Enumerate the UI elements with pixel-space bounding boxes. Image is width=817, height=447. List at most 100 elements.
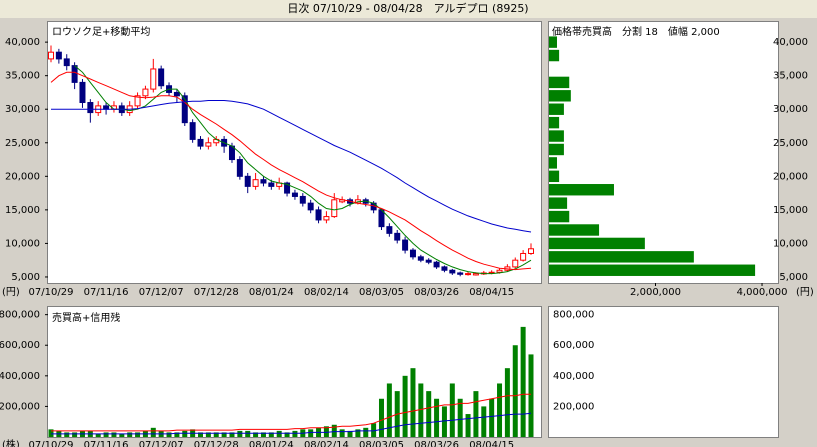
candle-body <box>284 182 291 194</box>
line-series <box>74 65 532 275</box>
volume-bar <box>253 432 259 437</box>
volume-bar <box>64 432 70 437</box>
x-tick-label: 07/12/28 <box>194 287 239 298</box>
volume-bar <box>426 391 432 437</box>
band-bar <box>549 116 560 129</box>
volume-bar <box>268 432 274 437</box>
x-tick-label: 07/12/07 <box>139 440 184 447</box>
candle-body <box>441 266 448 271</box>
candle-body <box>512 259 519 268</box>
x-tick-label: 08/02/14 <box>304 440 349 447</box>
x-tick-label: 08/03/26 <box>414 440 459 447</box>
band-bar <box>549 170 560 183</box>
candle-body <box>378 209 385 228</box>
volume-bar <box>449 383 455 437</box>
candle-body <box>244 175 251 187</box>
x-tick-label: 08/01/24 <box>249 287 294 298</box>
volume-bar <box>347 430 353 437</box>
volume-bar <box>48 429 54 437</box>
x-tick-label: 07/12/07 <box>139 287 184 298</box>
title-bar <box>0 0 817 18</box>
candle-body <box>402 239 409 251</box>
y-tick-label-right: 20,000 <box>773 171 808 182</box>
line-series <box>51 393 531 432</box>
candle-body <box>71 65 78 83</box>
volume-bar <box>135 432 141 437</box>
volume-bar <box>331 424 337 437</box>
band-bar <box>549 237 645 250</box>
volume-bar <box>245 430 251 437</box>
volume-bar <box>292 430 298 437</box>
candle-body <box>173 91 180 97</box>
band-bar <box>549 36 557 48</box>
band-bar <box>549 157 557 169</box>
band-bar <box>549 224 600 236</box>
candle-body <box>87 102 94 114</box>
x-tick-label: 08/03/26 <box>414 287 459 298</box>
candle-body <box>197 138 204 147</box>
y-tick-label: 15,000 <box>5 205 40 216</box>
volume-bar <box>378 398 384 437</box>
price-title: ロウソク足+移動平均 <box>52 25 150 38</box>
volume-bar <box>418 383 424 437</box>
window-title: 日次 07/10/29 - 08/04/28 アルデプロ (8925) <box>287 1 528 15</box>
y-tick-label-right: 35,000 <box>773 71 808 82</box>
candle-body <box>150 68 157 90</box>
band-bar <box>549 197 568 209</box>
volume-bar <box>434 398 440 437</box>
candle-body <box>528 248 534 254</box>
y-tick-label: 200,000 <box>0 401 40 412</box>
volume-bar <box>284 432 290 437</box>
volume-bar <box>174 432 180 437</box>
x-tick-label: 4,000,000 <box>737 287 788 298</box>
x-tick-label: 07/11/16 <box>84 440 129 447</box>
volume-bar <box>504 368 510 437</box>
volume-bar <box>103 432 109 437</box>
candle-body <box>63 58 70 67</box>
y-tick-label: 5,000 <box>11 272 40 283</box>
volume-bar <box>363 427 369 437</box>
volume-bar <box>410 368 416 437</box>
candle-body <box>425 259 432 263</box>
candle-body <box>55 51 62 60</box>
candle-body <box>268 182 275 187</box>
x-tick-label: 08/02/14 <box>304 287 349 298</box>
band-bar <box>549 143 564 156</box>
y-tick-label-right: 40,000 <box>773 37 808 48</box>
candle-body <box>417 256 424 261</box>
volume-bar <box>497 383 503 437</box>
y-tick-label: 10,000 <box>5 238 40 249</box>
y-tick-label: 600,000 <box>0 340 40 351</box>
volume-bar <box>308 429 314 437</box>
x-tick-label: 07/11/16 <box>84 287 129 298</box>
candle-body <box>181 95 188 124</box>
volume-bar <box>111 432 117 437</box>
band-bar <box>549 130 564 142</box>
x-tick-label: 07/12/28 <box>194 440 239 447</box>
volume-bar <box>386 383 392 437</box>
candle-body <box>142 88 149 97</box>
volume-bar <box>221 432 227 437</box>
volume-bar <box>528 354 534 437</box>
y-tick-label: 40,000 <box>5 37 40 48</box>
volume-title: 売買高+信用残 <box>52 311 120 324</box>
candle-body <box>315 209 322 221</box>
x-tick-label: 08/04/15 <box>469 287 514 298</box>
y-tick-label: 800,000 <box>0 310 40 321</box>
volume-bar <box>260 432 266 437</box>
volume-side <box>548 306 779 438</box>
band-title: 価格帯売買高 分割 18 値幅 2,000 <box>552 25 720 38</box>
volume-bar <box>119 433 125 437</box>
volume-bar <box>276 430 282 437</box>
y-tick-label-right: 30,000 <box>773 104 808 115</box>
y-tick-label-right: 25,000 <box>773 138 808 149</box>
candle-body <box>394 232 401 241</box>
y-tick-label-right: 15,000 <box>773 205 808 216</box>
x-tick-label: 08/01/24 <box>249 440 294 447</box>
band-bar <box>549 76 570 89</box>
volume-bar <box>371 423 377 437</box>
volume-bar <box>182 430 188 437</box>
x-tick-label: 08/04/15 <box>469 440 514 447</box>
